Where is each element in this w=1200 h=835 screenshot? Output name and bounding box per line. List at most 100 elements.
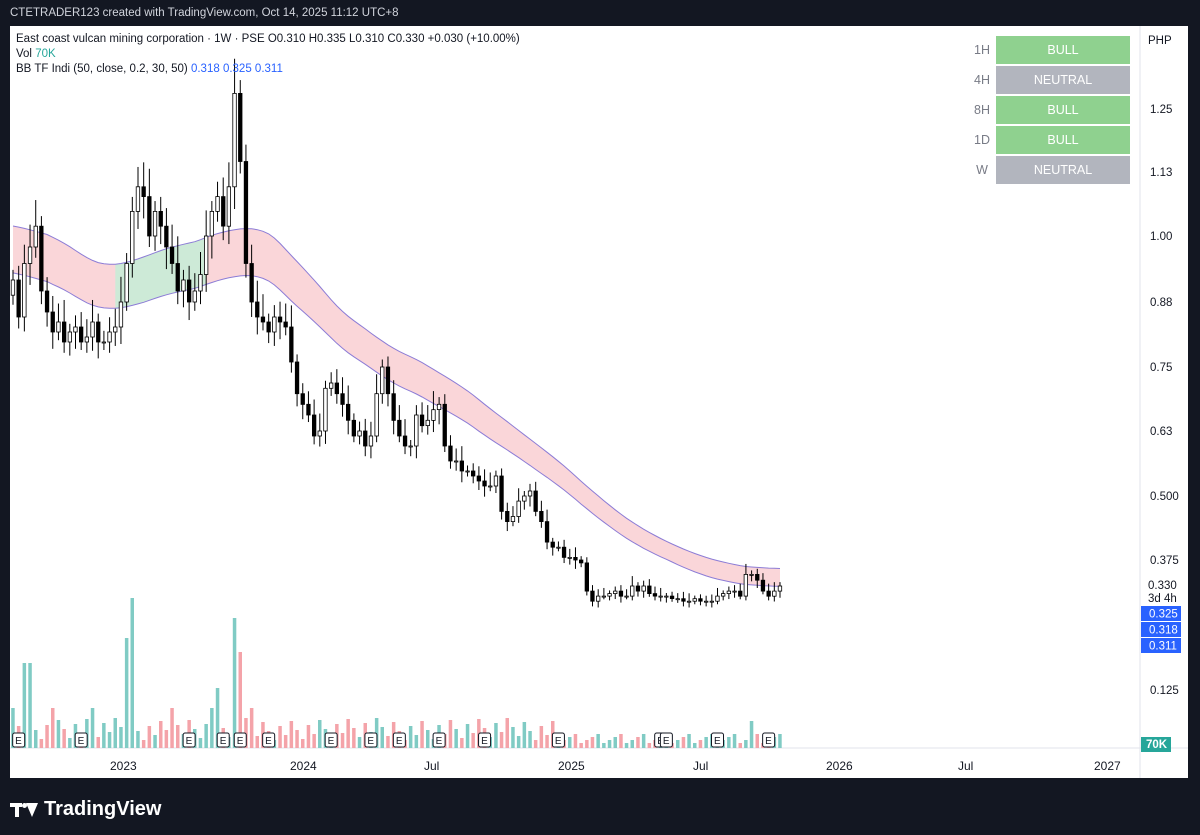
tradingview-footer[interactable]: TradingView	[10, 792, 161, 826]
chart-panel[interactable]: PHP 1.25 1.13 1.00 0.88 0.75 0.63 0.500 0.375 0.1…	[10, 26, 1188, 778]
volume-bar	[641, 734, 646, 748]
candle-body	[192, 290, 197, 303]
earnings-marker	[711, 732, 725, 748]
volume-bar	[306, 725, 311, 748]
candle-body	[397, 419, 402, 437]
volume-bar	[124, 638, 129, 748]
candle-body	[692, 598, 697, 602]
status-row-1h: 1H BULL	[968, 36, 1130, 64]
earnings-marker-label: E	[436, 736, 443, 747]
candle-body	[499, 475, 504, 512]
volume-bar	[170, 708, 174, 748]
volume-bar	[159, 721, 163, 748]
symbol-ohlc-line[interactable]: East coast vulcan mining corporation · 1…	[16, 33, 520, 45]
candle-body	[613, 590, 618, 594]
candle-body	[732, 590, 737, 593]
volume-bar	[755, 734, 759, 748]
candle-body	[107, 331, 112, 343]
earnings-marker-label: E	[220, 736, 227, 747]
volume-bar	[499, 732, 504, 748]
indicator-price-badge	[1141, 622, 1181, 637]
volume-bar	[585, 740, 589, 748]
earnings-marker-label: E	[265, 736, 272, 747]
candle-body	[777, 585, 783, 592]
indicator-badge-text: 0.318	[1149, 625, 1178, 637]
candle-body	[579, 559, 584, 564]
y-tick-label: 1.25	[1150, 104, 1172, 116]
candle-body	[607, 593, 612, 597]
volume-bar	[607, 740, 612, 748]
candle-body	[453, 460, 459, 463]
x-tick-label: Jul	[424, 759, 439, 773]
trend-state-cell: NEUTRAL	[996, 66, 1130, 94]
candle-body	[721, 593, 726, 597]
candle-body	[215, 196, 220, 212]
earnings-marker	[74, 732, 88, 748]
status-row-1d: 1D BULL	[968, 126, 1130, 154]
candle-body	[704, 600, 709, 603]
volume-bar	[681, 737, 686, 748]
candle-body	[539, 510, 544, 522]
volume-bar	[301, 739, 305, 748]
candle-body	[664, 595, 669, 598]
volume-bar	[613, 737, 617, 748]
attribution-header: CTETRADER123 created with TradingView.co…	[10, 7, 399, 19]
volume-bar	[11, 708, 15, 748]
earnings-marker-label: E	[714, 736, 721, 747]
brand-name: TradingView	[44, 797, 162, 820]
volume-bar	[39, 739, 44, 748]
candle-body	[113, 326, 118, 333]
x-tick-label: 2025	[558, 759, 585, 773]
volume-bar	[210, 708, 214, 748]
candle-body	[73, 326, 78, 333]
earnings-marker	[551, 732, 565, 748]
candle-body	[124, 263, 129, 303]
candle-body	[516, 500, 521, 517]
volume-bar	[386, 736, 390, 748]
candle-body	[567, 557, 572, 559]
candle-body	[357, 430, 362, 437]
candle-body	[311, 414, 317, 437]
candle-body	[544, 521, 550, 543]
trend-state-cell: BULL	[996, 126, 1130, 154]
timeframe-label: 8H	[968, 96, 996, 124]
candle-body	[749, 574, 754, 576]
candle-body	[181, 279, 186, 292]
price-chart[interactable]: PHP 1.25 1.13 1.00 0.88 0.75 0.63 0.500 0.375 0.1…	[10, 26, 1188, 778]
earnings-marker-label: E	[237, 736, 244, 747]
candle-body	[334, 382, 340, 395]
x-tick-label: Jul	[693, 759, 708, 773]
y-tick-label: 0.500	[1150, 491, 1179, 503]
volume-bar	[346, 719, 350, 748]
volume-bar	[318, 720, 322, 748]
candle-body	[260, 316, 266, 323]
volume-bar	[255, 736, 259, 748]
y-tick-label: 0.88	[1150, 297, 1172, 309]
current-price-label: 0.330	[1148, 580, 1177, 592]
bb-upper-line	[12, 225, 781, 569]
volume-bar	[68, 738, 72, 748]
candle-body	[635, 585, 641, 592]
volume-bar	[738, 743, 742, 748]
volume-bar	[630, 740, 634, 748]
earnings-marker-label: E	[396, 736, 403, 747]
candle-body	[306, 403, 311, 416]
candle-body	[738, 590, 743, 597]
x-tick-label: 2024	[290, 759, 317, 773]
volume-bar	[704, 737, 708, 748]
volume-bar	[647, 743, 652, 748]
candle-body	[772, 590, 777, 597]
volume-bar	[687, 734, 691, 748]
candle-body	[590, 590, 595, 602]
volume-bar	[45, 725, 49, 748]
volume-bar	[573, 734, 578, 748]
volume-bar	[278, 726, 282, 748]
volume-bar	[102, 723, 106, 748]
earnings-marker	[659, 732, 673, 748]
indicator-label[interactable]: BB TF Indi (50, close, 0.2, 30, 50)	[16, 63, 188, 75]
y-tick-label: 0.63	[1150, 426, 1172, 438]
candle-body	[596, 595, 601, 602]
candle-body	[556, 546, 561, 549]
candle-body	[493, 475, 499, 487]
candle-body	[33, 225, 38, 248]
